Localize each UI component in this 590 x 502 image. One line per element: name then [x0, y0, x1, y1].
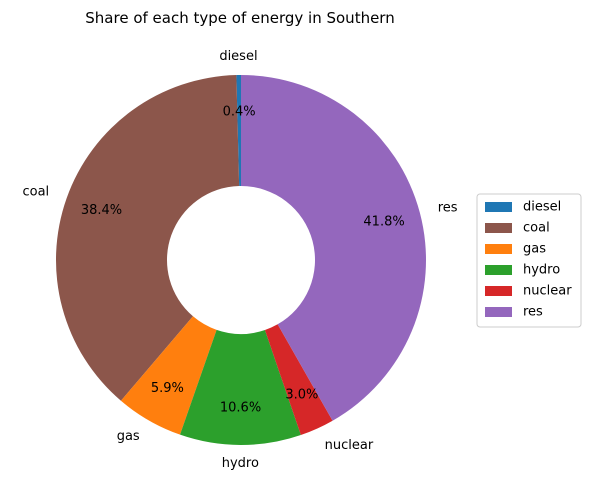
slice-percentage-res: 41.8% [363, 215, 404, 230]
pie-slice-diesel [236, 75, 241, 187]
legend: diesel coal gas hydro nuclear res [476, 193, 582, 328]
pie-slices [56, 75, 427, 445]
legend-swatch-nuclear [485, 286, 512, 296]
legend-swatch-diesel [485, 202, 512, 212]
slice-label-res: res [438, 200, 458, 215]
legend-swatch-res [485, 307, 512, 317]
legend-swatch-coal [485, 223, 512, 233]
pie-slice-coal [56, 75, 240, 401]
slice-percentage-hydro: 10.6% [220, 400, 261, 415]
legend-label-diesel: diesel [523, 200, 561, 215]
slice-label-gas: gas [117, 429, 140, 444]
pie-slice-nuclear [264, 324, 333, 436]
slice-label-nuclear: nuclear [325, 438, 374, 453]
slice-label-diesel: diesel [219, 49, 257, 64]
pie-slice-res [241, 75, 427, 421]
percentage-labels: 0.4% 38.4% 5.9% 10.6% 3.0% 41.8% [81, 105, 405, 416]
legend-label-gas: gas [523, 242, 546, 257]
legend-label-res: res [523, 305, 543, 320]
legend-label-hydro: hydro [523, 263, 560, 278]
slice-percentage-gas: 5.9% [151, 381, 184, 396]
slice-label-coal: coal [22, 185, 49, 200]
chart-title: Share of each type of energy in Southern [85, 9, 394, 27]
slice-percentage-diesel: 0.4% [223, 105, 256, 120]
pie-slice-hydro [180, 329, 301, 445]
legend-label-coal: coal [523, 221, 550, 236]
slice-percentage-nuclear: 3.0% [285, 387, 318, 402]
legend-swatch-hydro [485, 265, 512, 275]
legend-label-nuclear: nuclear [523, 284, 572, 299]
pie-slice-gas [120, 316, 217, 435]
slice-percentage-coal: 38.4% [81, 203, 122, 218]
legend-swatch-gas [485, 244, 512, 254]
slice-label-hydro: hydro [222, 456, 259, 471]
category-labels: diesel coal gas hydro nuclear res [22, 49, 457, 471]
